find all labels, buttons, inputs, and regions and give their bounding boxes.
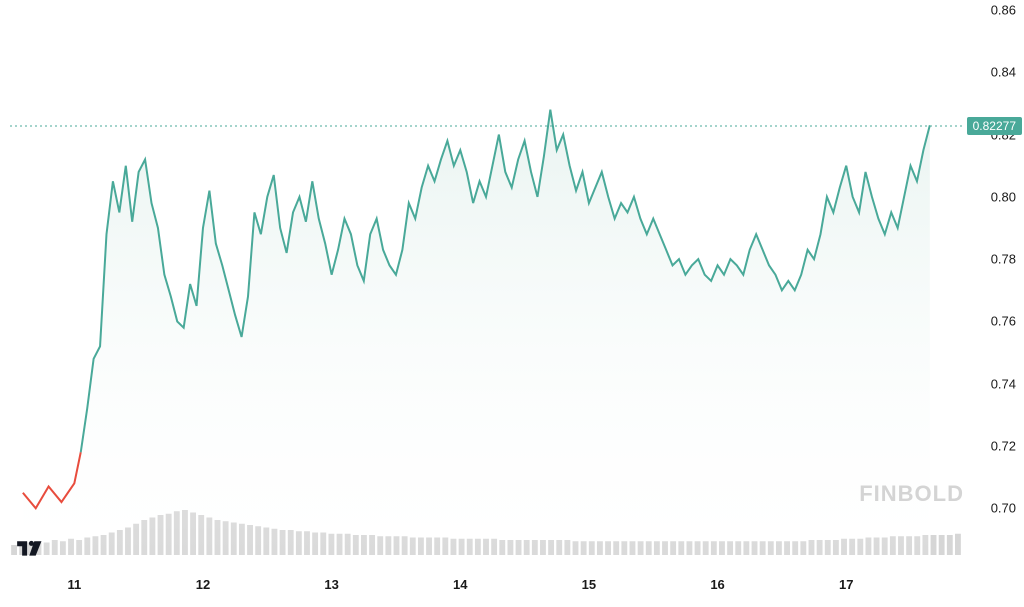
y-axis-tick-label: 0.80: [991, 189, 1016, 204]
current-price-value: 0.82277: [973, 119, 1016, 133]
x-axis-tick-label: 16: [710, 577, 724, 592]
y-axis-tick-label: 0.72: [991, 439, 1016, 454]
x-axis-tick-label: 14: [453, 577, 467, 592]
chart-canvas: [0, 0, 1024, 607]
x-axis-tick-label: 15: [582, 577, 596, 592]
x-axis-tick-label: 11: [67, 577, 81, 592]
y-axis-tick-label: 0.74: [991, 376, 1016, 391]
y-axis-tick-label: 0.70: [991, 501, 1016, 516]
y-axis-tick-label: 0.78: [991, 252, 1016, 267]
y-axis-tick-label: 0.76: [991, 314, 1016, 329]
tradingview-logo-icon: [16, 537, 44, 557]
x-axis-tick-label: 12: [196, 577, 210, 592]
price-chart[interactable]: 0.700.720.740.760.780.800.820.840.86 111…: [0, 0, 1024, 607]
current-price-badge: 0.82277: [967, 117, 1022, 135]
y-axis-tick-label: 0.86: [991, 3, 1016, 18]
x-axis-tick-label: 17: [839, 577, 853, 592]
x-axis-tick-label: 13: [324, 577, 338, 592]
y-axis-tick-label: 0.84: [991, 65, 1016, 80]
watermark-text: FINBOLD: [859, 481, 964, 507]
